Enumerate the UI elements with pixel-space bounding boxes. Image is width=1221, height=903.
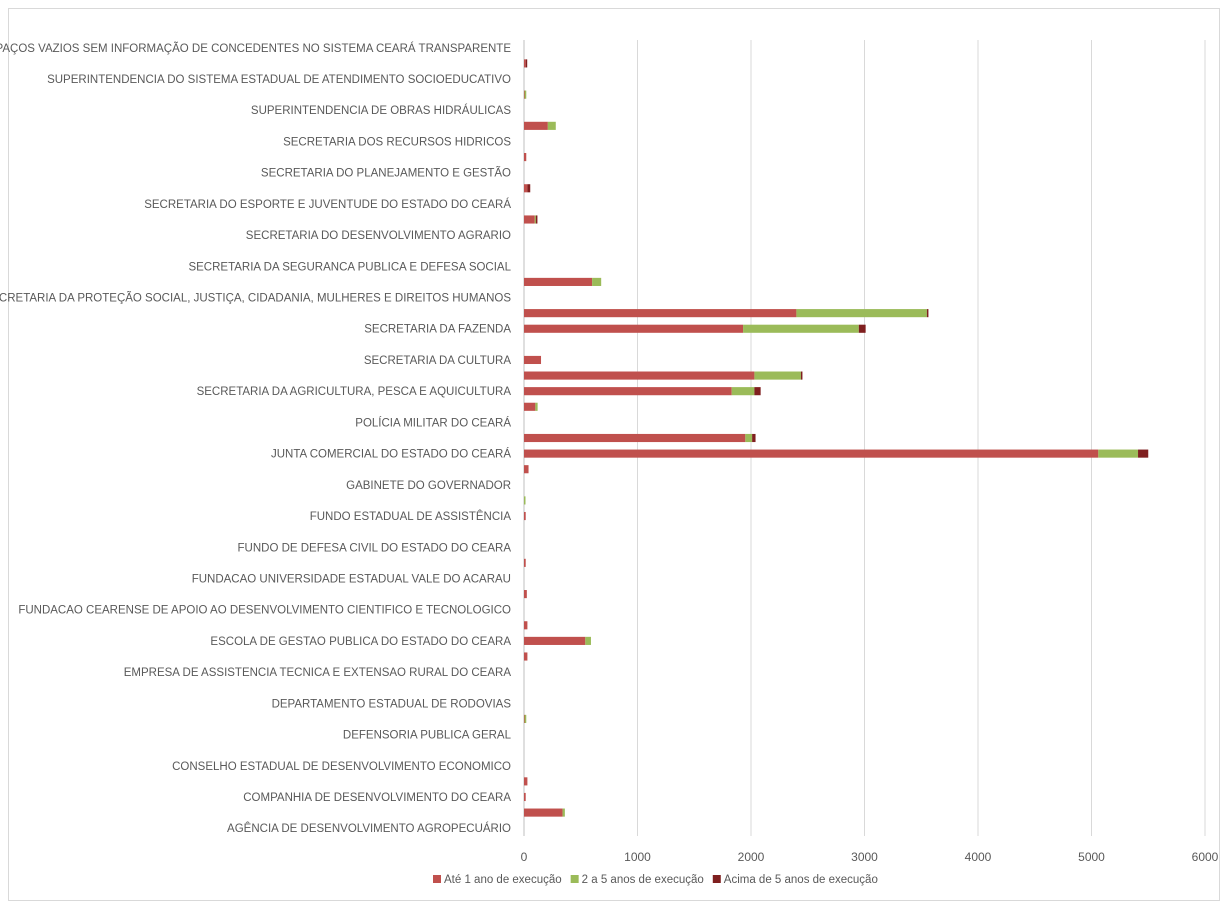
bar-segment: [547, 121, 556, 130]
bar-segment: [524, 59, 526, 68]
bar-segment: [524, 792, 526, 802]
x-tick-label: 6000: [1192, 850, 1219, 864]
category-labels: ESPAÇOS VAZIOS SEM INFORMAÇÃO DE CONCEDE…: [0, 42, 512, 835]
category-label: FUNDACAO UNIVERSIDADE ESTADUAL VALE DO A…: [192, 573, 511, 585]
category-label: GABINETE DO GOVERNADOR: [346, 480, 511, 492]
legend-label: Acima de 5 anos de execução: [724, 874, 878, 886]
category-label: FUNDO ESTADUAL DE ASSISTÊNCIA: [310, 510, 512, 523]
bar-segment: [524, 449, 1099, 458]
category-label: POLÍCIA MILITAR DO CEARÁ: [355, 416, 511, 429]
category-label: COMPANHIA DE DESENVOLVIMENTO DO CEARA: [243, 792, 511, 804]
x-tick-label: 3000: [851, 850, 878, 864]
category-label: SECRETARIA DOS RECURSOS HIDRICOS: [283, 136, 511, 148]
bar-segment: [525, 59, 528, 68]
category-label: SECRETARIA DA AGRICULTURA, PESCA E AQUIC…: [197, 386, 512, 398]
bar-segment: [524, 121, 548, 130]
bar-segment: [858, 324, 866, 333]
bar-segment: [743, 324, 859, 333]
bar-segment: [592, 277, 602, 286]
bar-segment: [524, 465, 529, 474]
bar-segment: [524, 387, 732, 396]
category-label: DEFENSORIA PUBLICA GERAL: [343, 730, 512, 742]
legend: Até 1 ano de execução 2 a 5 anos de execu…: [433, 874, 878, 886]
legend-swatch: [433, 875, 441, 883]
bar-segment: [524, 402, 536, 411]
category-label: SUPERINTENDENCIA DO SISTEMA ESTADUAL DE …: [47, 74, 511, 86]
category-label: SECRETARIA DA CULTURA: [364, 355, 512, 367]
bar-segment: [524, 433, 746, 443]
bar-segment: [796, 309, 927, 318]
category-label: SECRETARIA DO ESPORTE E JUVENTUDE DO EST…: [144, 198, 511, 211]
x-tick-label: 1000: [624, 850, 651, 864]
legend-swatch: [712, 875, 721, 883]
category-label: SECRETARIA DA PROTEÇÃO SOCIAL, JUSTIÇA, …: [0, 292, 511, 305]
x-tick-label: 5000: [1078, 850, 1105, 864]
x-tick-label: 4000: [965, 850, 992, 864]
category-label: SECRETARIA DA SEGURANCA PUBLICA E DEFESA…: [188, 261, 511, 273]
bar-segment: [524, 621, 528, 630]
bar-segment: [524, 808, 563, 817]
bar-segment: [524, 184, 528, 193]
bar-segment: [1138, 449, 1149, 458]
bar-segment: [524, 636, 586, 645]
bars: [524, 59, 1149, 817]
bar-segment: [524, 90, 527, 99]
bar-segment: [524, 277, 593, 286]
category-label: SECRETARIA DO PLANEJAMENTO E GESTÃO: [261, 167, 511, 180]
bar-segment: [524, 558, 526, 567]
bar-segment: [524, 714, 527, 723]
bar-segment: [524, 215, 535, 224]
bar-segment: [752, 433, 756, 443]
bar-segment: [524, 355, 542, 365]
category-label: DEPARTAMENTO ESTADUAL DE RODOVIAS: [272, 698, 512, 710]
bar-segment: [535, 402, 538, 411]
bar-segment: [535, 215, 538, 224]
category-label: ESCOLA DE GESTAO PUBLICA DO ESTADO DO CE…: [210, 636, 511, 648]
category-label: SUPERINTENDENCIA DE OBRAS HIDRÁULICAS: [251, 104, 511, 117]
category-label: JUNTA COMERCIAL DO ESTADO DO CEARÁ: [271, 448, 511, 461]
category-label: FUNDO DE DEFESA CIVIL DO ESTADO DO CEARA: [238, 542, 512, 554]
bar-segment: [731, 387, 755, 396]
bar-segment: [524, 371, 755, 380]
category-label: SECRETARIA DA FAZENDA: [364, 324, 511, 336]
chart-frame: [8, 8, 1220, 901]
category-label: EMPRESA DE ASSISTENCIA TECNICA E EXTENSA…: [124, 667, 512, 679]
category-label: SECRETARIA DO DESENVOLVIMENTO AGRARIO: [246, 230, 511, 242]
x-tick-label: 0: [521, 850, 528, 864]
bar-segment: [926, 309, 929, 318]
bar-segment: [534, 215, 537, 224]
bar-segment: [585, 636, 591, 645]
bar-segment: [754, 387, 761, 396]
x-tick-label: 2000: [738, 850, 765, 864]
bar-segment: [524, 590, 527, 599]
bar-segment: [754, 371, 801, 380]
x-axis-tick-labels: 0 1000 2000 3000 4000 5000 6000: [521, 850, 1219, 864]
bar-segment: [524, 777, 528, 786]
bar-segment: [524, 496, 526, 505]
bar-segment: [524, 511, 526, 521]
bar-segment: [800, 371, 803, 380]
legend-swatch: [570, 875, 579, 883]
bar-segment: [1098, 449, 1139, 458]
bar-segment: [527, 184, 531, 193]
category-label: AGÊNCIA DE DESENVOLVIMENTO AGROPECUÁRIO: [227, 822, 511, 835]
bar-segment: [524, 153, 527, 162]
gridlines: [523, 40, 1206, 836]
legend-label: Até 1 ano de execução: [444, 874, 562, 886]
bar-segment: [524, 309, 797, 318]
category-label: FUNDACAO CEARENSE DE APOIO AO DESENVOLVI…: [18, 605, 511, 617]
bar-segment: [524, 652, 528, 661]
bar-segment: [524, 324, 744, 333]
bar-segment: [562, 808, 565, 817]
category-label: CONSELHO ESTADUAL DE DESENVOLVIMENTO ECO…: [172, 761, 511, 773]
category-label: ESPAÇOS VAZIOS SEM INFORMAÇÃO DE CONCEDE…: [0, 42, 511, 55]
bar-segment: [745, 433, 753, 443]
legend-label: 2 a 5 anos de execução: [582, 874, 704, 886]
